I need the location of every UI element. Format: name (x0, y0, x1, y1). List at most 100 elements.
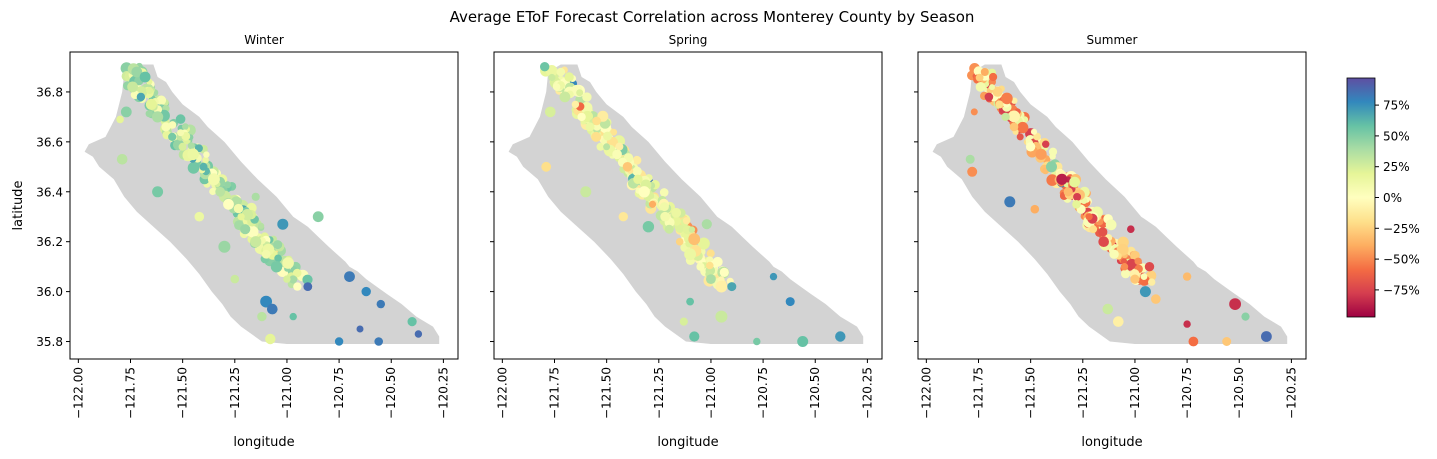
station-point (984, 92, 994, 102)
station-point (706, 249, 715, 258)
station-point (230, 274, 240, 284)
station-point (712, 256, 723, 267)
station-point (1148, 278, 1156, 286)
station-point (145, 110, 153, 118)
station-point (989, 72, 998, 82)
axes-frame (69, 51, 459, 360)
station-point (267, 303, 278, 315)
station-point (240, 224, 251, 235)
y-tick-label: 35.8 (36, 335, 63, 349)
colorbar-tick-label: −50% (1383, 253, 1420, 267)
station-point (265, 333, 276, 345)
station-point (797, 336, 809, 347)
station-point (414, 330, 423, 338)
colorbar-bar (1346, 77, 1376, 318)
station-point (175, 114, 186, 124)
x-tick-label: −122.00 (71, 367, 85, 419)
x-tick-label: −120.25 (860, 367, 874, 419)
station-point (1222, 337, 1232, 346)
station-point (237, 213, 245, 221)
station-point (1140, 273, 1148, 280)
station-point (989, 84, 995, 91)
axes-frame (917, 51, 1307, 360)
station-point (689, 331, 700, 342)
station-point (168, 132, 177, 141)
y-axis-label: latitude (11, 181, 26, 231)
station-point (660, 211, 670, 222)
station-point (202, 156, 209, 164)
station-point (218, 240, 231, 253)
station-point (356, 325, 364, 333)
station-point (1085, 213, 1093, 221)
panel-title: Summer (1087, 33, 1138, 47)
station-point (1025, 142, 1036, 152)
station-point (1183, 320, 1191, 328)
colorbar-tick-label: 25% (1383, 160, 1410, 174)
station-point (209, 187, 217, 196)
station-point (596, 142, 605, 151)
station-point (688, 226, 696, 233)
x-tick-label: −122.00 (919, 367, 933, 419)
station-point (571, 100, 580, 109)
station-point (577, 112, 586, 122)
station-point (835, 331, 846, 342)
station-point (334, 337, 344, 346)
x-tick-label: −120.25 (1284, 367, 1298, 419)
station-point (1188, 336, 1199, 347)
station-point (980, 68, 989, 76)
x-axis-label: longitude (1081, 435, 1142, 450)
colorbar-tick-label: 50% (1383, 129, 1410, 143)
station-point (1113, 316, 1124, 327)
station-point (1004, 196, 1016, 208)
station-point (648, 200, 657, 208)
station-point (194, 211, 205, 222)
station-point (642, 221, 655, 233)
x-tick-label: −121.75 (971, 367, 985, 419)
station-point (182, 123, 189, 130)
colorbar-tick-label: −75% (1383, 283, 1420, 297)
station-point (632, 155, 642, 165)
panel-title: Winter (244, 33, 284, 47)
station-point (965, 154, 975, 164)
station-point (682, 217, 691, 225)
x-tick-label: −121.50 (176, 367, 190, 419)
station-point (261, 249, 271, 259)
station-point (1001, 112, 1010, 122)
station-point (679, 317, 688, 326)
station-point (168, 121, 177, 129)
station-point (1017, 121, 1029, 134)
station-point (1109, 249, 1119, 259)
station-point (785, 297, 795, 307)
station-point (753, 337, 761, 346)
station-point (603, 143, 611, 151)
station-point (270, 261, 283, 273)
station-point (1063, 187, 1073, 197)
x-tick-label: −122.00 (495, 367, 509, 419)
station-point (344, 271, 355, 282)
station-point (719, 267, 729, 277)
station-point (559, 91, 571, 103)
station-point (975, 82, 986, 92)
station-point (292, 268, 302, 278)
station-point (706, 274, 716, 284)
station-point (715, 280, 728, 293)
station-point (1130, 274, 1140, 284)
station-point (120, 106, 132, 118)
station-point (283, 275, 291, 283)
station-point (1035, 148, 1047, 160)
station-point (992, 86, 1003, 97)
x-tick-label: −120.75 (1180, 367, 1194, 419)
station-point (187, 142, 195, 150)
station-point (152, 111, 164, 123)
station-point (1011, 97, 1018, 104)
station-point (706, 261, 714, 270)
colorbar-tick-label: −25% (1383, 222, 1420, 236)
station-point (612, 149, 622, 160)
x-tick-label: −121.00 (704, 367, 718, 419)
station-point (618, 212, 628, 222)
station-point (671, 207, 682, 218)
station-point (260, 295, 272, 308)
station-point (638, 186, 650, 198)
station-point (610, 128, 618, 136)
